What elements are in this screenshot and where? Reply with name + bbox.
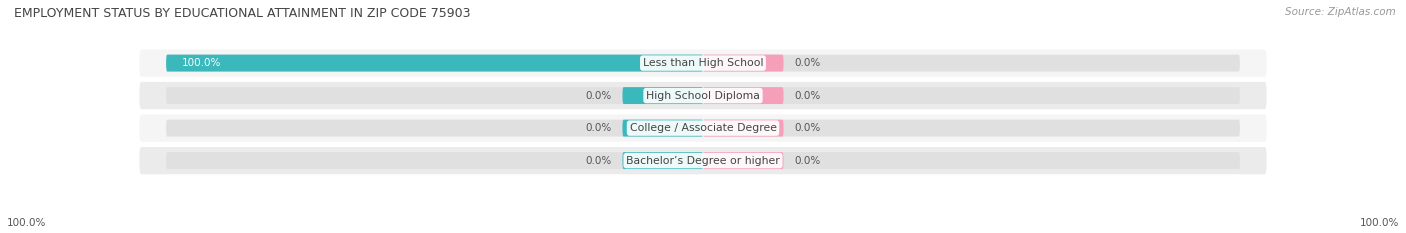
FancyBboxPatch shape — [139, 114, 1267, 142]
FancyBboxPatch shape — [139, 49, 1267, 77]
FancyBboxPatch shape — [139, 147, 1267, 174]
Text: 100.0%: 100.0% — [183, 58, 222, 68]
Text: 100.0%: 100.0% — [7, 218, 46, 228]
Text: 0.0%: 0.0% — [794, 91, 821, 101]
Text: 0.0%: 0.0% — [585, 123, 612, 133]
Text: 100.0%: 100.0% — [1360, 218, 1399, 228]
FancyBboxPatch shape — [166, 55, 703, 72]
Text: EMPLOYMENT STATUS BY EDUCATIONAL ATTAINMENT IN ZIP CODE 75903: EMPLOYMENT STATUS BY EDUCATIONAL ATTAINM… — [14, 7, 471, 20]
Text: 0.0%: 0.0% — [794, 58, 821, 68]
FancyBboxPatch shape — [166, 55, 1240, 72]
Text: High School Diploma: High School Diploma — [647, 91, 759, 101]
FancyBboxPatch shape — [623, 120, 703, 137]
Text: 0.0%: 0.0% — [794, 123, 821, 133]
FancyBboxPatch shape — [703, 87, 783, 104]
FancyBboxPatch shape — [623, 87, 703, 104]
Text: Bachelor’s Degree or higher: Bachelor’s Degree or higher — [626, 156, 780, 166]
Text: College / Associate Degree: College / Associate Degree — [630, 123, 776, 133]
FancyBboxPatch shape — [703, 120, 783, 137]
Text: Source: ZipAtlas.com: Source: ZipAtlas.com — [1285, 7, 1396, 17]
FancyBboxPatch shape — [166, 120, 1240, 137]
Text: 0.0%: 0.0% — [585, 156, 612, 166]
FancyBboxPatch shape — [166, 152, 1240, 169]
Text: 0.0%: 0.0% — [794, 156, 821, 166]
Text: 0.0%: 0.0% — [585, 91, 612, 101]
FancyBboxPatch shape — [139, 82, 1267, 109]
FancyBboxPatch shape — [703, 55, 783, 72]
FancyBboxPatch shape — [623, 152, 703, 169]
FancyBboxPatch shape — [703, 152, 783, 169]
FancyBboxPatch shape — [166, 87, 1240, 104]
Text: Less than High School: Less than High School — [643, 58, 763, 68]
